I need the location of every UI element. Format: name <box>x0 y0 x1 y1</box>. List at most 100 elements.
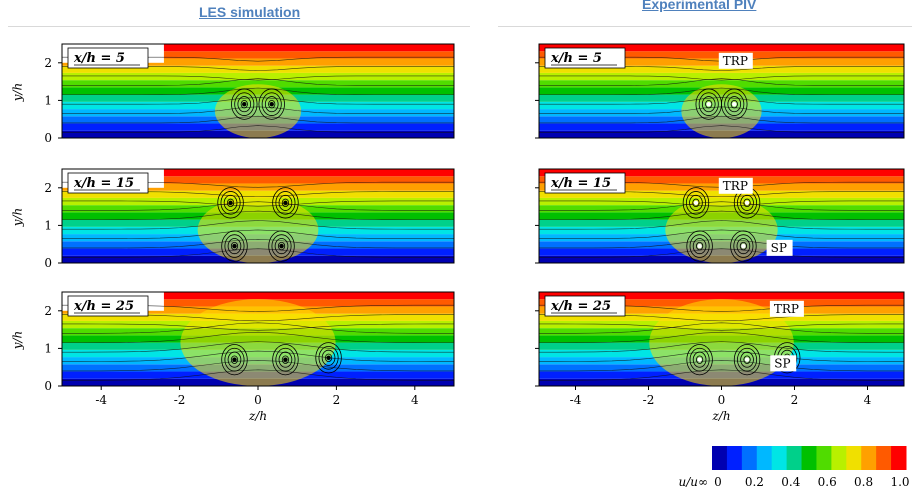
les-band <box>62 190 454 198</box>
les-vortex-ring <box>227 351 242 368</box>
les-vortex-ring <box>318 345 339 370</box>
piv-streamline <box>539 87 904 96</box>
colorbar-tick-label: 0 <box>714 475 722 489</box>
les-xtick-label: 0 <box>254 393 262 407</box>
les-vortex-ring <box>223 194 238 211</box>
piv-band <box>539 44 904 52</box>
trp-label-bg <box>718 52 753 69</box>
les-vortex-ring <box>224 347 245 372</box>
les-ytick-label: 0 <box>44 131 52 145</box>
piv-band <box>539 65 904 73</box>
piv-streamline <box>538 200 905 207</box>
piv-vortex-ring <box>730 99 738 109</box>
les-x-axis-label: z/h <box>248 409 267 423</box>
les-position-label: x/h = 25 <box>73 299 134 314</box>
piv-band <box>539 80 904 88</box>
piv-streamline <box>538 220 905 230</box>
les-vortex-ring <box>278 351 293 368</box>
piv-streamline <box>538 248 905 258</box>
piv-vortex-ring <box>698 92 719 116</box>
piv-vortex-core <box>697 243 702 249</box>
piv-streamline <box>538 229 905 239</box>
piv-panel-3: x/h = 25 TRP SP <box>535 291 905 387</box>
colorbar-tick-label: 0.4 <box>781 475 800 489</box>
piv-wake-region <box>649 299 794 386</box>
colorbar-swatch <box>891 446 907 470</box>
les-band <box>62 169 454 177</box>
piv-vortex-ring <box>701 96 716 113</box>
right-title-rule <box>498 26 912 27</box>
les-vortex-core <box>283 357 288 362</box>
piv-column-title: Experimental PIV <box>642 0 757 12</box>
colorbar-swatch <box>801 446 817 470</box>
les-streamline <box>62 87 454 96</box>
les-ytick-label: 1 <box>44 341 52 355</box>
sp-label-bg <box>766 239 793 256</box>
les-vortex-ring <box>275 347 296 372</box>
les-vortex-ring <box>231 88 258 120</box>
les-streamline <box>61 210 455 221</box>
les-ytick-label: 1 <box>44 218 52 232</box>
les-vortex-core <box>232 357 237 362</box>
piv-vortex-core <box>741 243 746 249</box>
les-vortex-ring <box>278 194 293 211</box>
piv-vortex-ring <box>724 92 745 116</box>
piv-vortex-ring <box>692 198 700 208</box>
piv-vortex-ring <box>740 194 754 211</box>
les-vortex-core <box>283 200 288 206</box>
les-streamline <box>61 350 455 362</box>
piv-streamline <box>538 323 905 331</box>
les-streamline <box>61 248 455 258</box>
colorbar-swatch <box>756 446 773 470</box>
piv-band <box>539 72 904 81</box>
les-xtick-label: 2 <box>333 393 341 407</box>
les-panel-2: x/h = 15 0 1 2 <box>44 168 455 270</box>
les-position-box <box>67 47 149 69</box>
les-streamline <box>62 78 454 86</box>
piv-panel-frame <box>538 43 905 139</box>
colorbar-tick-label: 0.6 <box>818 475 837 489</box>
les-streamline <box>61 220 455 230</box>
les-vortex-core <box>228 200 233 206</box>
piv-vortex-core <box>732 101 737 107</box>
piv-streamline <box>538 322 905 334</box>
piv-vortex-ring <box>730 230 757 262</box>
piv-vortex-ring <box>686 230 713 262</box>
piv-xtick-label: -2 <box>643 393 655 407</box>
les-vortex-ring <box>221 344 248 376</box>
piv-vortex-ring <box>695 241 704 251</box>
les-vortex-ring <box>224 234 245 258</box>
piv-streamline <box>538 201 905 211</box>
piv-vortex-ring <box>682 187 710 219</box>
colorbar-swatch <box>786 446 803 470</box>
les-ytick-label: 1 <box>44 93 52 107</box>
les-band <box>62 292 454 300</box>
les-vortex-core <box>242 101 247 107</box>
piv-streamline <box>539 115 904 124</box>
trp-label-bg <box>769 300 804 317</box>
colorbar-swatch <box>726 446 743 470</box>
sp-label: SP <box>774 356 790 370</box>
piv-streamline <box>538 239 905 249</box>
les-vortex-core <box>269 101 274 107</box>
les-vortex-ring <box>268 230 295 262</box>
piv-x-axis-label: z/h <box>711 409 730 423</box>
les-ytick-label: 0 <box>44 379 52 393</box>
les-streamline <box>61 201 455 211</box>
les-vortex-ring <box>237 96 252 113</box>
les-vortex-ring <box>226 198 235 208</box>
trp-label: TRP <box>723 179 748 193</box>
les-panel-frame <box>61 43 455 139</box>
colorbar-tick-label: 1.0 <box>890 475 909 489</box>
piv-vortex-ring <box>733 344 761 376</box>
les-streamline <box>61 323 455 331</box>
piv-streamline <box>538 369 905 381</box>
piv-vortex-ring <box>740 351 754 368</box>
colorbar-swatch <box>712 446 728 470</box>
les-xtick-label: 4 <box>411 393 419 407</box>
les-vortex-ring <box>234 92 255 116</box>
piv-position-box <box>544 47 626 69</box>
left-title-rule <box>8 26 470 27</box>
les-vortex-ring <box>220 191 241 215</box>
